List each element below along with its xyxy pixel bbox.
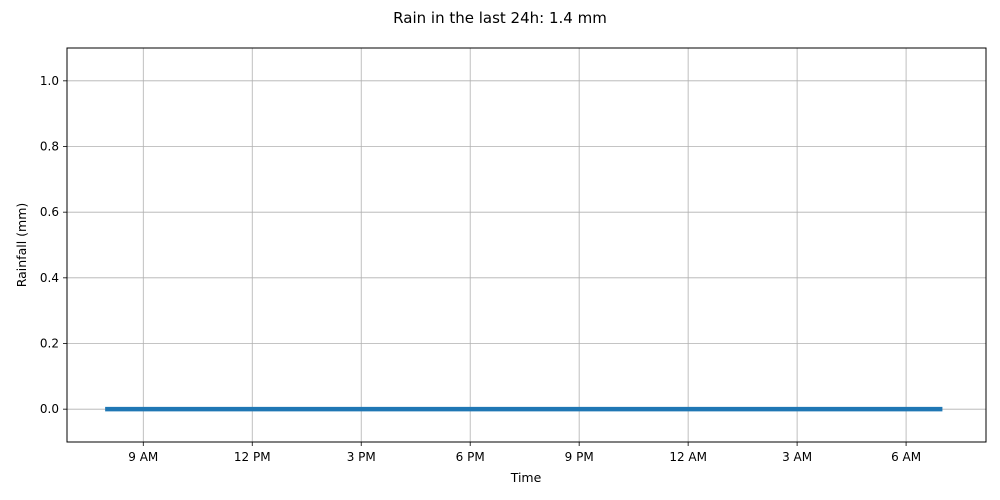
plot-frame <box>66 47 987 443</box>
x-axis-label: Time <box>510 470 542 485</box>
x-tick-label: 6 AM <box>891 450 921 464</box>
y-tick-label: 0.2 <box>40 337 59 351</box>
x-tick-label: 9 PM <box>565 450 594 464</box>
x-axis-ticks: 9 AM 12 PM 3 PM 6 PM 9 PM 12 AM 3 AM 6 AM <box>128 442 921 464</box>
y-tick-label: 0.8 <box>40 140 59 154</box>
y-tick-label: 0.0 <box>40 402 59 416</box>
grid <box>67 48 986 442</box>
x-tick-label: 12 PM <box>234 450 271 464</box>
chart-title: Rain in the last 24h: 1.4 mm <box>393 9 607 27</box>
x-tick-label: 9 AM <box>128 450 158 464</box>
y-tick-label: 0.4 <box>40 271 59 285</box>
x-tick-label: 12 AM <box>669 450 707 464</box>
y-tick-label: 0.6 <box>40 205 59 219</box>
y-axis-ticks: 0.0 0.2 0.4 0.6 0.8 1.0 <box>40 74 67 416</box>
y-axis-label: Rainfall (mm) <box>14 203 29 288</box>
x-tick-label: 3 PM <box>347 450 376 464</box>
x-tick-label: 3 AM <box>782 450 812 464</box>
x-tick-label: 6 PM <box>456 450 485 464</box>
y-tick-label: 1.0 <box>40 74 59 88</box>
